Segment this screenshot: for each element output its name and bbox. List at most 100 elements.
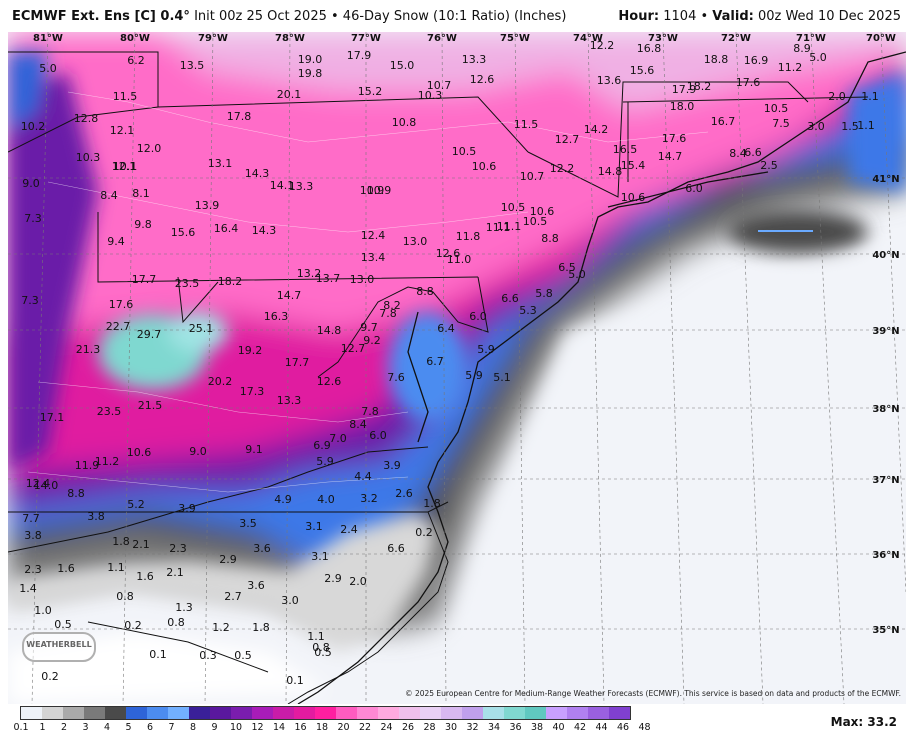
longitude-labels: 81°W 80°W 79°W 78°W 77°W 76°W 75°W 74°W 73°W 72°W… bbox=[33, 33, 896, 44]
snow-total-label: 3.8 bbox=[87, 510, 105, 523]
snow-total-label: 1.5 bbox=[841, 120, 859, 133]
snow-total-label: 0.1 bbox=[149, 648, 167, 661]
snow-total-label: 7.0 bbox=[329, 432, 347, 445]
longitude-label: 78°W bbox=[275, 33, 305, 44]
longitude-label: 81°W bbox=[33, 33, 63, 44]
snow-total-label: 6.7 bbox=[426, 355, 444, 368]
color-swatch bbox=[588, 707, 609, 719]
snow-total-label: 10.5 bbox=[764, 102, 789, 115]
snow-total-label: 3.5 bbox=[239, 517, 257, 530]
snow-total-label: 4.4 bbox=[354, 470, 372, 483]
latitude-label: 36°N bbox=[872, 550, 899, 561]
snow-total-label: 4.9 bbox=[274, 493, 292, 506]
snow-total-label: 12.2 bbox=[550, 162, 575, 175]
latitude-label: 35°N bbox=[872, 625, 899, 636]
snow-total-label: 12.4 bbox=[26, 477, 51, 490]
snow-total-label: 14.3 bbox=[252, 224, 277, 237]
color-scale-label: 10 bbox=[229, 722, 243, 733]
snow-total-label: 11.2 bbox=[778, 61, 803, 74]
snow-total-label: 0.8 bbox=[116, 590, 134, 603]
snow-total-label: 17.6 bbox=[109, 298, 134, 311]
color-swatch bbox=[294, 707, 315, 719]
snow-total-label: 0.8 bbox=[167, 616, 185, 629]
snow-total-label: 10.1 bbox=[113, 160, 138, 173]
color-scale bbox=[20, 706, 631, 720]
snow-total-label: 6.0 bbox=[469, 310, 487, 323]
snow-total-label: 15.4 bbox=[621, 159, 646, 172]
snow-total-label: 10.8 bbox=[392, 116, 417, 129]
color-swatch bbox=[504, 707, 525, 719]
color-swatch bbox=[273, 707, 294, 719]
snow-total-label: 17.8 bbox=[227, 110, 252, 123]
color-swatch bbox=[378, 707, 399, 719]
color-scale-label: 9 bbox=[211, 722, 218, 733]
snow-total-label: 17.7 bbox=[285, 356, 310, 369]
color-scale-label: 34 bbox=[487, 722, 501, 733]
snow-total-label: 1.1 bbox=[857, 119, 875, 132]
color-scale-label: 44 bbox=[595, 722, 608, 733]
color-scale-label: 24 bbox=[380, 722, 393, 733]
snow-total-label: 10.6 bbox=[621, 191, 646, 204]
snow-total-label: 6.6 bbox=[744, 146, 762, 159]
snow-total-label: 13.6 bbox=[597, 74, 622, 87]
snow-total-label: 0.8 bbox=[312, 641, 330, 654]
snow-total-label: 8.2 bbox=[383, 299, 401, 312]
longitude-label: 70°W bbox=[866, 33, 896, 44]
snow-total-label: 9.0 bbox=[189, 445, 207, 458]
snow-total-label: 6.4 bbox=[437, 322, 455, 335]
snow-total-label: 13.2 bbox=[297, 267, 322, 280]
snow-total-label: 13.4 bbox=[361, 251, 386, 264]
snow-total-label: 13.3 bbox=[277, 394, 302, 407]
snow-total-label: 6.6 bbox=[387, 542, 405, 555]
snow-total-label: 2.5 bbox=[760, 159, 778, 172]
snow-total-label: 7.6 bbox=[387, 371, 405, 384]
snow-total-label: 11.9 bbox=[75, 459, 100, 472]
snow-total-label: 10.5 bbox=[452, 145, 477, 158]
color-scale-label: 40 bbox=[552, 722, 565, 733]
snow-total-label: 6.5 bbox=[558, 261, 576, 274]
state-borders bbox=[8, 51, 869, 704]
snow-total-label: 3.2 bbox=[360, 492, 378, 505]
latitude-label: 37°N bbox=[872, 475, 899, 486]
snow-total-label: 13.9 bbox=[195, 199, 220, 212]
snow-total-label: 0.5 bbox=[54, 618, 72, 631]
snow-total-label: 21.3 bbox=[76, 343, 101, 356]
longitude-label: 79°W bbox=[198, 33, 228, 44]
snow-total-label: 19.0 bbox=[298, 53, 323, 66]
valid-time: 00z Wed 10 Dec 2025 bbox=[757, 9, 901, 24]
color-swatch bbox=[315, 707, 336, 719]
snow-total-label: 10.5 bbox=[501, 201, 526, 214]
color-scale-label: 14 bbox=[272, 722, 286, 733]
snow-total-label: 13.0 bbox=[350, 273, 375, 286]
snow-total-label: 8.8 bbox=[541, 232, 559, 245]
snow-total-label: 23.5 bbox=[97, 405, 122, 418]
snow-total-label: 17.6 bbox=[662, 132, 687, 145]
snow-total-label: 2.1 bbox=[132, 538, 150, 551]
snow-total-label: 16.7 bbox=[711, 115, 736, 128]
color-swatch bbox=[420, 707, 441, 719]
color-scale-label: 3 bbox=[82, 722, 89, 733]
color-scale-label: 26 bbox=[401, 722, 415, 733]
longitude-label: 71°W bbox=[796, 33, 826, 44]
snow-total-label: 14.0 bbox=[34, 479, 59, 492]
snow-total-label: 12.1 bbox=[112, 160, 137, 173]
color-swatch bbox=[546, 707, 567, 719]
color-swatch bbox=[147, 707, 168, 719]
snow-total-label: 11.5 bbox=[514, 118, 539, 131]
snow-total-label: 5.8 bbox=[535, 287, 553, 300]
color-scale-label: 42 bbox=[573, 722, 587, 733]
snow-total-label: 1.3 bbox=[175, 601, 193, 614]
snow-total-label: 13.3 bbox=[289, 180, 314, 193]
snow-total-label: 9.8 bbox=[134, 218, 152, 231]
snow-total-label: 5.0 bbox=[809, 51, 827, 64]
latitude-label: 39°N bbox=[872, 326, 899, 337]
snow-total-label: 1.4 bbox=[19, 582, 37, 595]
snow-total-label: 1.1 bbox=[861, 90, 879, 103]
color-swatch bbox=[483, 707, 504, 719]
snow-total-label: 3.0 bbox=[281, 594, 299, 607]
snow-total-label: 14.1 bbox=[270, 179, 295, 192]
snow-total-label: 11.1 bbox=[497, 220, 522, 233]
color-swatch bbox=[210, 707, 231, 719]
snow-total-label: 5.0 bbox=[39, 62, 57, 75]
color-scale-label: 6 bbox=[146, 722, 154, 733]
